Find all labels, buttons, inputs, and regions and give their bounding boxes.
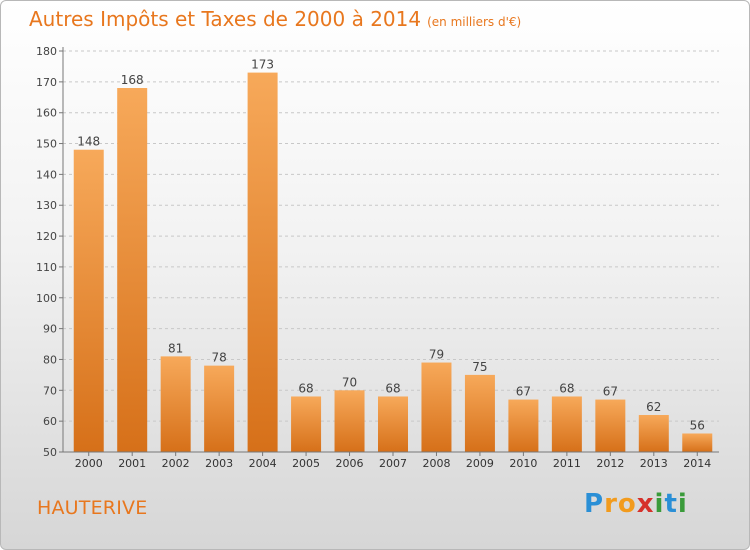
data-label: 168 <box>121 73 144 87</box>
y-tick-label: 160 <box>36 107 57 120</box>
bar <box>682 433 713 452</box>
bar <box>291 396 322 452</box>
bar <box>117 88 148 452</box>
y-tick-label: 150 <box>36 138 57 151</box>
location-label: HAUTERIVE <box>37 497 148 519</box>
bar <box>73 149 104 452</box>
x-tick-label: 2003 <box>205 457 233 470</box>
chart-title: Autres Impôts et Taxes de 2000 à 2014 (en… <box>29 7 521 31</box>
x-tick-label: 2009 <box>466 457 494 470</box>
data-label: 173 <box>251 58 274 72</box>
bar <box>247 72 278 452</box>
data-label: 68 <box>559 381 574 395</box>
x-tick-label: 2011 <box>553 457 581 470</box>
data-label: 75 <box>472 360 487 374</box>
axes: 50 60 70 80 90 100 110 120 130 140 150 160 170 180 200… <box>36 45 719 470</box>
data-label: 68 <box>385 381 400 395</box>
x-tick-label: 2007 <box>379 457 407 470</box>
x-tick-label: 2010 <box>509 457 537 470</box>
x-tick-label: 2001 <box>118 457 146 470</box>
y-tick-label: 120 <box>36 230 57 243</box>
x-tick-label: 2004 <box>249 457 277 470</box>
chart-title-text: Autres Impôts et Taxes de 2000 à 2014 <box>29 7 422 31</box>
data-label: 79 <box>429 348 444 362</box>
bar <box>421 362 452 452</box>
data-label: 56 <box>690 418 705 432</box>
logo-letter: i <box>677 489 688 519</box>
bars: 148 168 81 78 173 68 70 68 79 75 67 68 67 62 56 <box>73 58 713 452</box>
x-tick-label: 2012 <box>596 457 624 470</box>
x-tick-label: 2000 <box>75 457 103 470</box>
y-tick-label: 80 <box>43 353 57 366</box>
logo-letter: P <box>584 489 605 519</box>
y-tick-label: 90 <box>43 323 57 336</box>
x-tick-label: 2006 <box>336 457 364 470</box>
data-label: 70 <box>342 375 357 389</box>
x-tick-label: 2002 <box>162 457 190 470</box>
logo-letter: x <box>636 489 655 519</box>
x-tick-label: 2014 <box>683 457 711 470</box>
data-label: 148 <box>77 135 100 149</box>
y-tick-label: 60 <box>43 415 57 428</box>
bar <box>378 396 408 452</box>
logo-letter: t <box>664 489 678 519</box>
y-tick-label: 180 <box>36 45 57 58</box>
y-tick-label: 140 <box>36 168 57 181</box>
y-tick-label: 170 <box>36 76 57 89</box>
y-tick-label: 110 <box>36 261 57 274</box>
x-tick-label: 2013 <box>640 457 668 470</box>
bar <box>551 396 582 452</box>
data-label: 78 <box>211 351 226 365</box>
data-label: 67 <box>603 385 618 399</box>
logo-letter: r <box>604 489 618 519</box>
data-label: 81 <box>168 341 183 355</box>
bar <box>638 414 669 452</box>
logo-letter: i <box>654 489 665 519</box>
data-label: 67 <box>516 385 531 399</box>
y-tick-label: 70 <box>43 384 57 397</box>
x-tick-label: 2008 <box>422 457 450 470</box>
logo-letter: o <box>617 489 637 519</box>
y-tick-label: 50 <box>43 446 57 459</box>
bar <box>334 390 365 452</box>
x-tick-label: 2005 <box>292 457 320 470</box>
bar <box>508 399 539 452</box>
chart-unit: (en milliers d'€) <box>427 15 522 29</box>
data-label: 68 <box>298 381 313 395</box>
bar <box>595 399 626 452</box>
data-label: 62 <box>646 400 661 414</box>
proxiti-logo[interactable]: Proxiti <box>584 489 688 519</box>
y-tick-label: 100 <box>36 292 57 305</box>
bar <box>464 374 495 452</box>
bar <box>160 356 191 452</box>
y-tick-label: 130 <box>36 199 57 212</box>
bar <box>204 365 235 452</box>
